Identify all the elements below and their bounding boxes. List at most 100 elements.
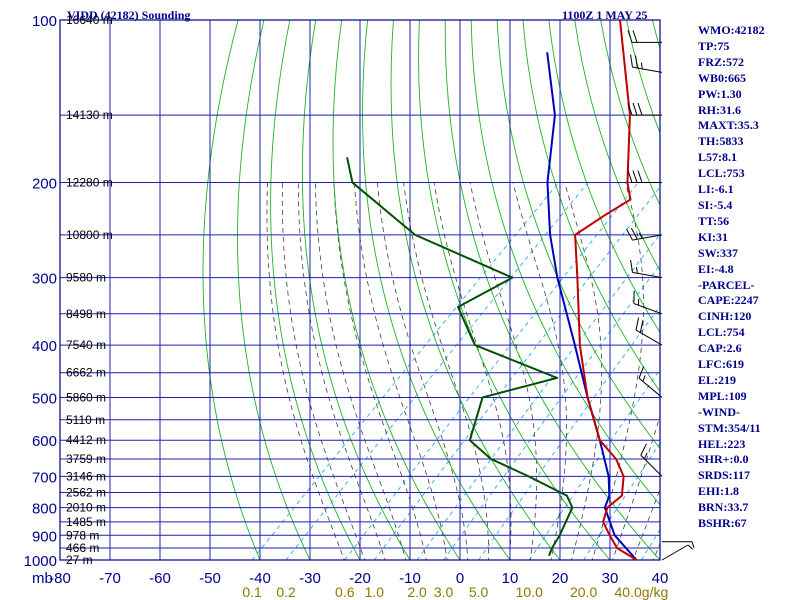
dry-adiabat (237, 20, 311, 560)
pressure-tick-label: 100 (32, 13, 57, 30)
index-item: SRDS:117 (698, 468, 751, 483)
wind-barb-flag (630, 227, 638, 240)
wind-barb-half-flag (638, 232, 643, 239)
dewpoint-line-point (351, 181, 354, 184)
mixing-ratio-label: 0.2 (276, 584, 296, 600)
dry-adiabat (270, 20, 361, 560)
pressure-tick-label: 300 (32, 271, 57, 288)
index-item: WMO:42182 (698, 23, 765, 37)
mixing-ratio-line (416, 233, 660, 560)
mixing-ratio-label: 0.1 (242, 584, 262, 600)
temperature-line-point (621, 494, 623, 497)
parcel-line-point (613, 534, 616, 537)
wind-barb (638, 366, 663, 398)
wind-barb-flag (632, 170, 638, 183)
wind-barb-half-flag (643, 452, 648, 459)
temperature-line (574, 20, 638, 560)
temperature-tick-label: -70 (99, 570, 121, 587)
wind-barb-half-flag (642, 375, 646, 382)
index-item: PW:1.30 (698, 86, 742, 101)
mixing-ratio-label: 3.0 (434, 584, 454, 600)
wind-barb-flag (627, 170, 633, 183)
moist-adiabat (376, 182, 469, 560)
wind-barb-half-flag (635, 266, 638, 274)
index-item: EI:-4.8 (698, 261, 734, 276)
height-label: 466 m (66, 541, 99, 555)
pressure-tick-label: 1000 (24, 553, 57, 570)
height-label: 4412 m (66, 433, 106, 447)
sounding-title: VIDD (42182) Sounding (67, 8, 191, 22)
temperature-line-point (619, 20, 621, 21)
pressure-tick-label: 600 (32, 433, 57, 450)
temperature-trace (574, 20, 638, 560)
pressure-temperature-grid (59, 19, 661, 561)
wind-barb-flag (640, 443, 647, 456)
wind-barb-flag (638, 366, 645, 379)
dry-adiabat (788, 0, 800, 571)
parcel-line-point (554, 114, 556, 116)
dry-adiabat (332, 20, 461, 560)
dry-adiabat (522, 20, 660, 393)
index-item: RH:31.6 (698, 102, 741, 117)
index-item: LI:-6.1 (698, 182, 734, 197)
temperature-tick-label: 10 (502, 570, 519, 587)
dewpoint-line-point (468, 439, 471, 442)
stability-indices-panel: WMO:42182 TP:75 FRZ:572 WB0:665 PW:1.30 … (698, 23, 765, 532)
moist-adiabat (281, 182, 366, 560)
pressure-tick-label: 400 (32, 338, 57, 355)
pressure-tick-label: 500 (32, 390, 57, 407)
dewpoint-line-point (571, 506, 574, 509)
sounding-datetime: 1100Z 1 MAY 25 (562, 8, 648, 22)
temperature-tick-label: 0 (456, 570, 464, 587)
pressure-tick-label: 200 (32, 176, 57, 193)
moist-adiabat (433, 182, 512, 560)
temperature-line-point (629, 198, 632, 201)
parcel-line-point (549, 234, 551, 236)
wind-barb (630, 54, 663, 73)
temperature-tick-label: -80 (49, 570, 71, 587)
mixing-ratio-label: 40.0g/kg (615, 584, 669, 600)
dry-adiabat (548, 20, 660, 334)
dry-adiabat (362, 20, 511, 560)
wind-barb-staff (661, 544, 689, 561)
height-label: 7540 m (66, 338, 106, 352)
wind-barb (661, 544, 694, 561)
temperature-line-point (602, 521, 604, 523)
wind-barb-flag (630, 54, 633, 68)
mixing-ratio-label: 20.0 (570, 584, 597, 600)
wind-barb-flag (639, 320, 644, 333)
pressure-tick-label: 700 (32, 469, 57, 486)
index-item: TH:5833 (698, 134, 744, 149)
wind-barb (625, 227, 663, 241)
height-label: 5110 m (66, 413, 105, 427)
wind-barb-flag (637, 102, 643, 116)
wind-barb (662, 541, 695, 548)
index-item: MPL:109 (698, 388, 747, 403)
index-item: SW:337 (698, 245, 739, 260)
height-label: 9580 m (66, 271, 106, 285)
wind-barb-flag (632, 30, 638, 43)
dewpoint-line-point (490, 458, 492, 460)
index-item: CAP:2.6 (698, 341, 742, 356)
height-label: 5860 m (66, 390, 106, 404)
temperature-line-point (635, 559, 638, 560)
temperature-line-point (579, 344, 581, 346)
temperature-line-point (616, 547, 618, 549)
moist-adiabat (512, 182, 567, 560)
dewpoint-line (346, 157, 574, 556)
mixing-ratio-label: 10.0 (516, 584, 543, 600)
index-item: CAPE:2247 (698, 293, 759, 308)
index-item: TP:75 (698, 38, 730, 53)
moist-adiabat (591, 182, 644, 560)
temperature-tick-label: 20 (552, 570, 569, 587)
parcel-line-point (604, 506, 606, 509)
index-item: MAXT:35.3 (698, 118, 759, 133)
wind-barb (630, 259, 663, 279)
temperature-line-point (576, 276, 579, 279)
pressure-tick-label: 800 (32, 501, 57, 518)
index-item: L57:8.1 (698, 150, 737, 165)
index-item: SHR+:0.0 (698, 452, 749, 467)
index-item: -PARCEL- (698, 277, 755, 292)
height-label: 16640 m (66, 13, 113, 27)
